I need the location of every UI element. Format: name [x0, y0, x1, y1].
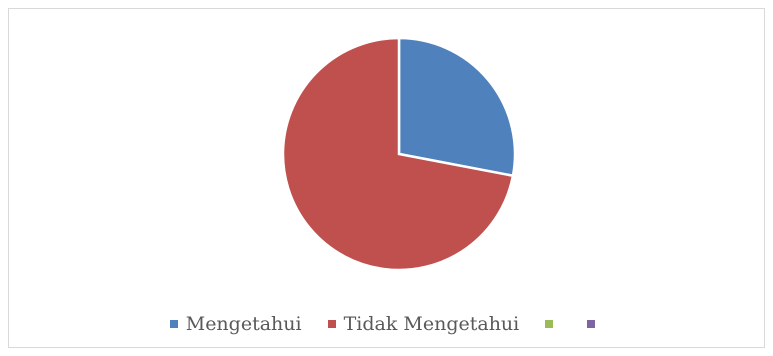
chart-legend: Mengetahui Tidak Mengetahui: [9, 313, 764, 335]
chart-area: Mengetahui Tidak Mengetahui: [8, 8, 765, 348]
pie-chart: [281, 36, 517, 272]
legend-swatch-series-3: [545, 320, 554, 328]
legend-item-tidak-mengetahui: Tidak Mengetahui: [327, 313, 520, 335]
legend-label-tidak-mengetahui: Tidak Mengetahui: [343, 313, 520, 335]
legend-swatch-series-4: [587, 320, 596, 328]
legend-swatch-mengetahui: [169, 320, 178, 328]
legend-item-mengetahui: Mengetahui: [169, 313, 302, 335]
pie-slice-mengetahui: [397, 36, 517, 178]
legend-swatch-tidak-mengetahui: [327, 320, 336, 328]
legend-item-series-4: [587, 320, 603, 328]
legend-item-series-3: [545, 320, 561, 328]
legend-label-mengetahui: Mengetahui: [185, 313, 302, 335]
pie-slice-tidak-mengetahui: [281, 36, 515, 272]
